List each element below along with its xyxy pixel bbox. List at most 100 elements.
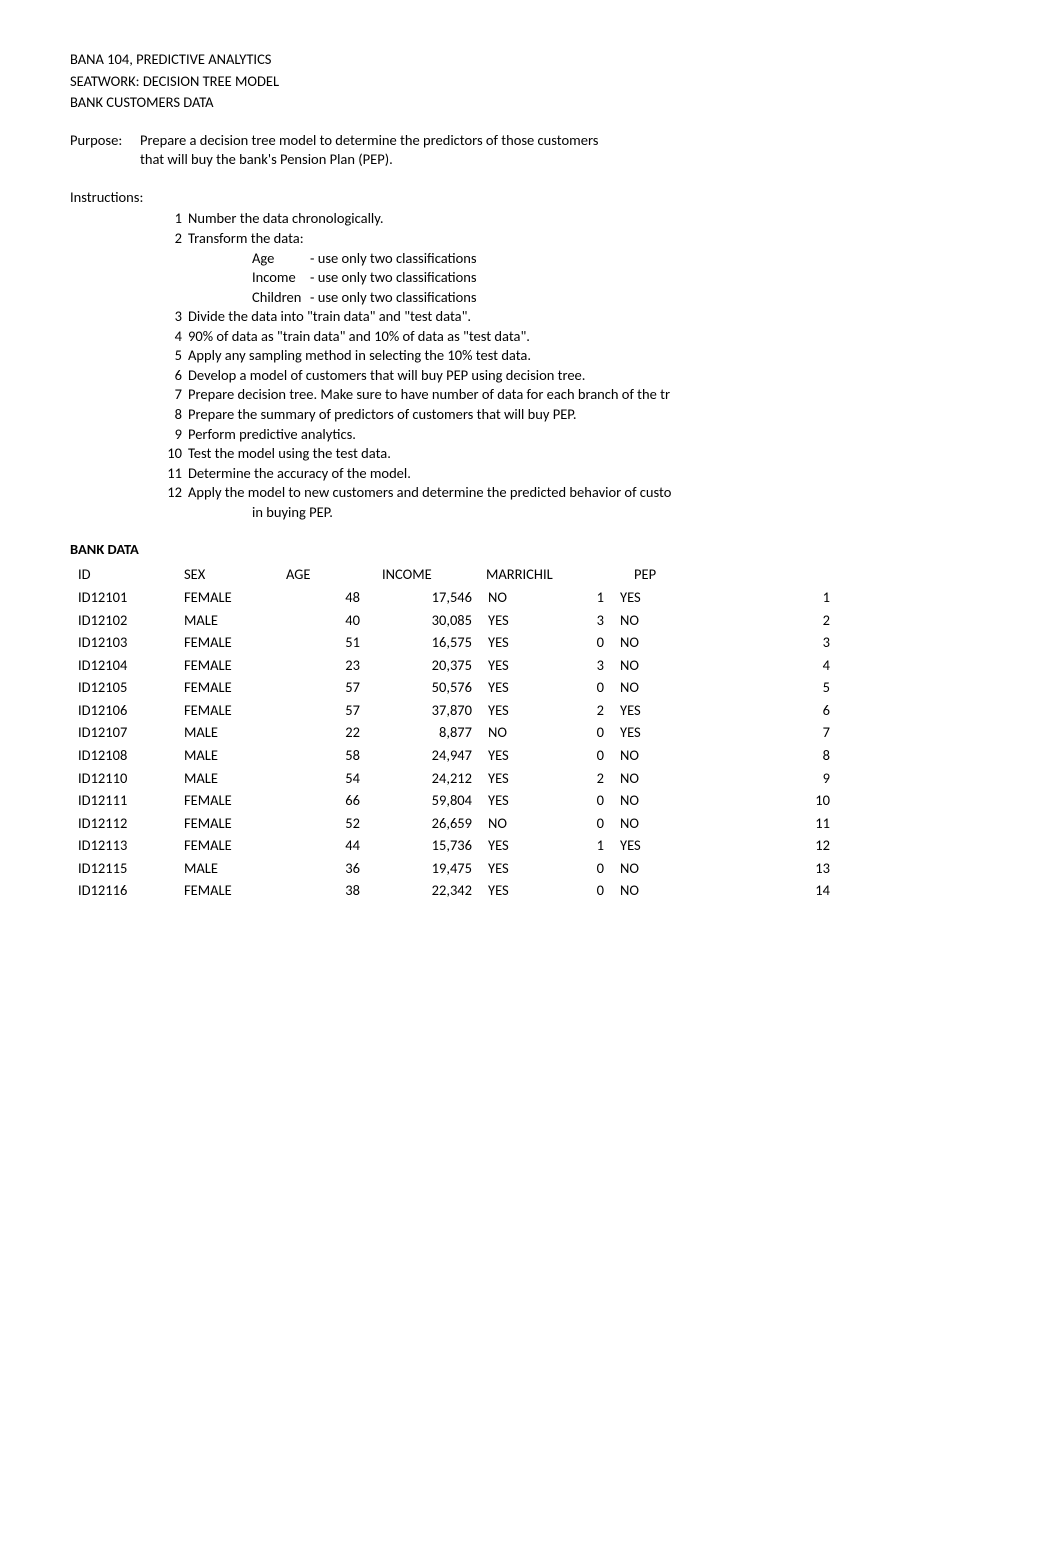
col-header-marrichil: MARRICHIL (480, 564, 612, 587)
cell-seq: 12 (702, 835, 838, 858)
cell-pep: YES (612, 587, 702, 610)
cell-children: 2 (556, 767, 612, 790)
cell-married: YES (480, 857, 556, 880)
instruction-text: Number the data chronologically. (188, 209, 992, 229)
cell-id: ID12103 (70, 632, 176, 655)
cell-seq: 8 (702, 744, 838, 767)
header-line-2: SEATWORK: DECISION TREE MODEL (70, 72, 992, 92)
cell-id: ID12112 (70, 812, 176, 835)
cell-age: 57 (282, 677, 368, 700)
cell-income: 30,085 (368, 609, 480, 632)
purpose-section: Purpose: Prepare a decision tree model t… (70, 131, 992, 170)
table-row: ID12110MALE5424,212YES2NO9 (70, 767, 838, 790)
transform-desc: - use only two classifications (310, 288, 992, 308)
instruction-text: Prepare decision tree. Make sure to have… (188, 385, 992, 405)
instruction-text: Perform predictive analytics. (188, 425, 992, 445)
cell-pep: NO (612, 609, 702, 632)
cell-children: 1 (556, 587, 612, 610)
cell-children: 0 (556, 744, 612, 767)
cell-sex: MALE (176, 609, 282, 632)
cell-children: 1 (556, 835, 612, 858)
cell-married: YES (480, 880, 556, 903)
transform-desc: - use only two classifications (310, 268, 992, 288)
cell-income: 8,877 (368, 722, 480, 745)
bank-data-table: ID SEX AGE INCOME MARRICHIL PEP ID12101F… (70, 564, 838, 902)
cell-married: YES (480, 744, 556, 767)
col-header-income: INCOME (368, 564, 480, 587)
instruction-item: 2 Transform the data: (70, 229, 992, 249)
purpose-text-2: that will buy the bank's Pension Plan (P… (140, 150, 992, 170)
cell-seq: 10 (702, 790, 838, 813)
cell-seq: 6 (702, 699, 838, 722)
document-header: BANA 104, PREDICTIVE ANALYTICS SEATWORK:… (70, 50, 992, 113)
cell-id: ID12104 (70, 654, 176, 677)
instruction-number: 5 (70, 346, 188, 366)
transform-field: Children (70, 288, 310, 308)
cell-id: ID12113 (70, 835, 176, 858)
transform-sub-row: Age - use only two classifications (70, 249, 992, 269)
cell-income: 22,342 (368, 880, 480, 903)
col-header-age: AGE (282, 564, 368, 587)
transform-field: Age (70, 249, 310, 269)
instruction-text: Test the model using the test data. (188, 444, 992, 464)
cell-married: YES (480, 835, 556, 858)
instruction-number: 10 (70, 444, 188, 464)
instruction-item: 8 Prepare the summary of predictors of c… (70, 405, 992, 425)
cell-id: ID12101 (70, 587, 176, 610)
cell-married: YES (480, 790, 556, 813)
cell-id: ID12106 (70, 699, 176, 722)
cell-income: 24,212 (368, 767, 480, 790)
instruction-item: 6 Develop a model of customers that will… (70, 366, 992, 386)
cell-children: 3 (556, 654, 612, 677)
cell-age: 36 (282, 857, 368, 880)
cell-pep: NO (612, 654, 702, 677)
cell-pep: YES (612, 722, 702, 745)
table-row: ID12102MALE4030,085YES3NO2 (70, 609, 838, 632)
cell-age: 44 (282, 835, 368, 858)
cell-age: 22 (282, 722, 368, 745)
instruction-text: Develop a model of customers that will b… (188, 366, 992, 386)
cell-income: 20,375 (368, 654, 480, 677)
cell-income: 19,475 (368, 857, 480, 880)
instruction-number: 12 (70, 483, 188, 503)
instruction-subtext: in buying PEP. (70, 503, 992, 523)
cell-children: 3 (556, 609, 612, 632)
cell-id: ID12116 (70, 880, 176, 903)
cell-age: 57 (282, 699, 368, 722)
cell-pep: NO (612, 880, 702, 903)
transform-sub-row: Income - use only two classifications (70, 268, 992, 288)
cell-id: ID12108 (70, 744, 176, 767)
cell-id: ID12115 (70, 857, 176, 880)
table-row: ID12103FEMALE5116,575YES0NO3 (70, 632, 838, 655)
cell-seq: 13 (702, 857, 838, 880)
instruction-item: 12 Apply the model to new customers and … (70, 483, 992, 503)
instruction-text: 90% of data as "train data" and 10% of d… (188, 327, 992, 347)
table-row: ID12105FEMALE5750,576YES0NO5 (70, 677, 838, 700)
cell-income: 50,576 (368, 677, 480, 700)
instruction-number: 1 (70, 209, 188, 229)
instruction-text: Apply any sampling method in selecting t… (188, 346, 992, 366)
cell-age: 48 (282, 587, 368, 610)
instruction-item: 7 Prepare decision tree. Make sure to ha… (70, 385, 992, 405)
cell-income: 24,947 (368, 744, 480, 767)
cell-income: 59,804 (368, 790, 480, 813)
transform-desc: - use only two classifications (310, 249, 992, 269)
cell-children: 0 (556, 677, 612, 700)
instruction-text: Transform the data: (188, 229, 992, 249)
instruction-number: 4 (70, 327, 188, 347)
cell-married: YES (480, 632, 556, 655)
instruction-item: 9 Perform predictive analytics. (70, 425, 992, 445)
header-line-3: BANK CUSTOMERS DATA (70, 93, 992, 113)
cell-seq: 3 (702, 632, 838, 655)
instruction-number: 9 (70, 425, 188, 445)
instruction-number: 8 (70, 405, 188, 425)
cell-married: YES (480, 609, 556, 632)
table-row: ID12104FEMALE2320,375YES3NO4 (70, 654, 838, 677)
cell-sex: FEMALE (176, 812, 282, 835)
cell-seq: 1 (702, 587, 838, 610)
cell-married: YES (480, 677, 556, 700)
cell-sex: FEMALE (176, 699, 282, 722)
cell-children: 0 (556, 880, 612, 903)
instruction-number: 7 (70, 385, 188, 405)
cell-age: 52 (282, 812, 368, 835)
